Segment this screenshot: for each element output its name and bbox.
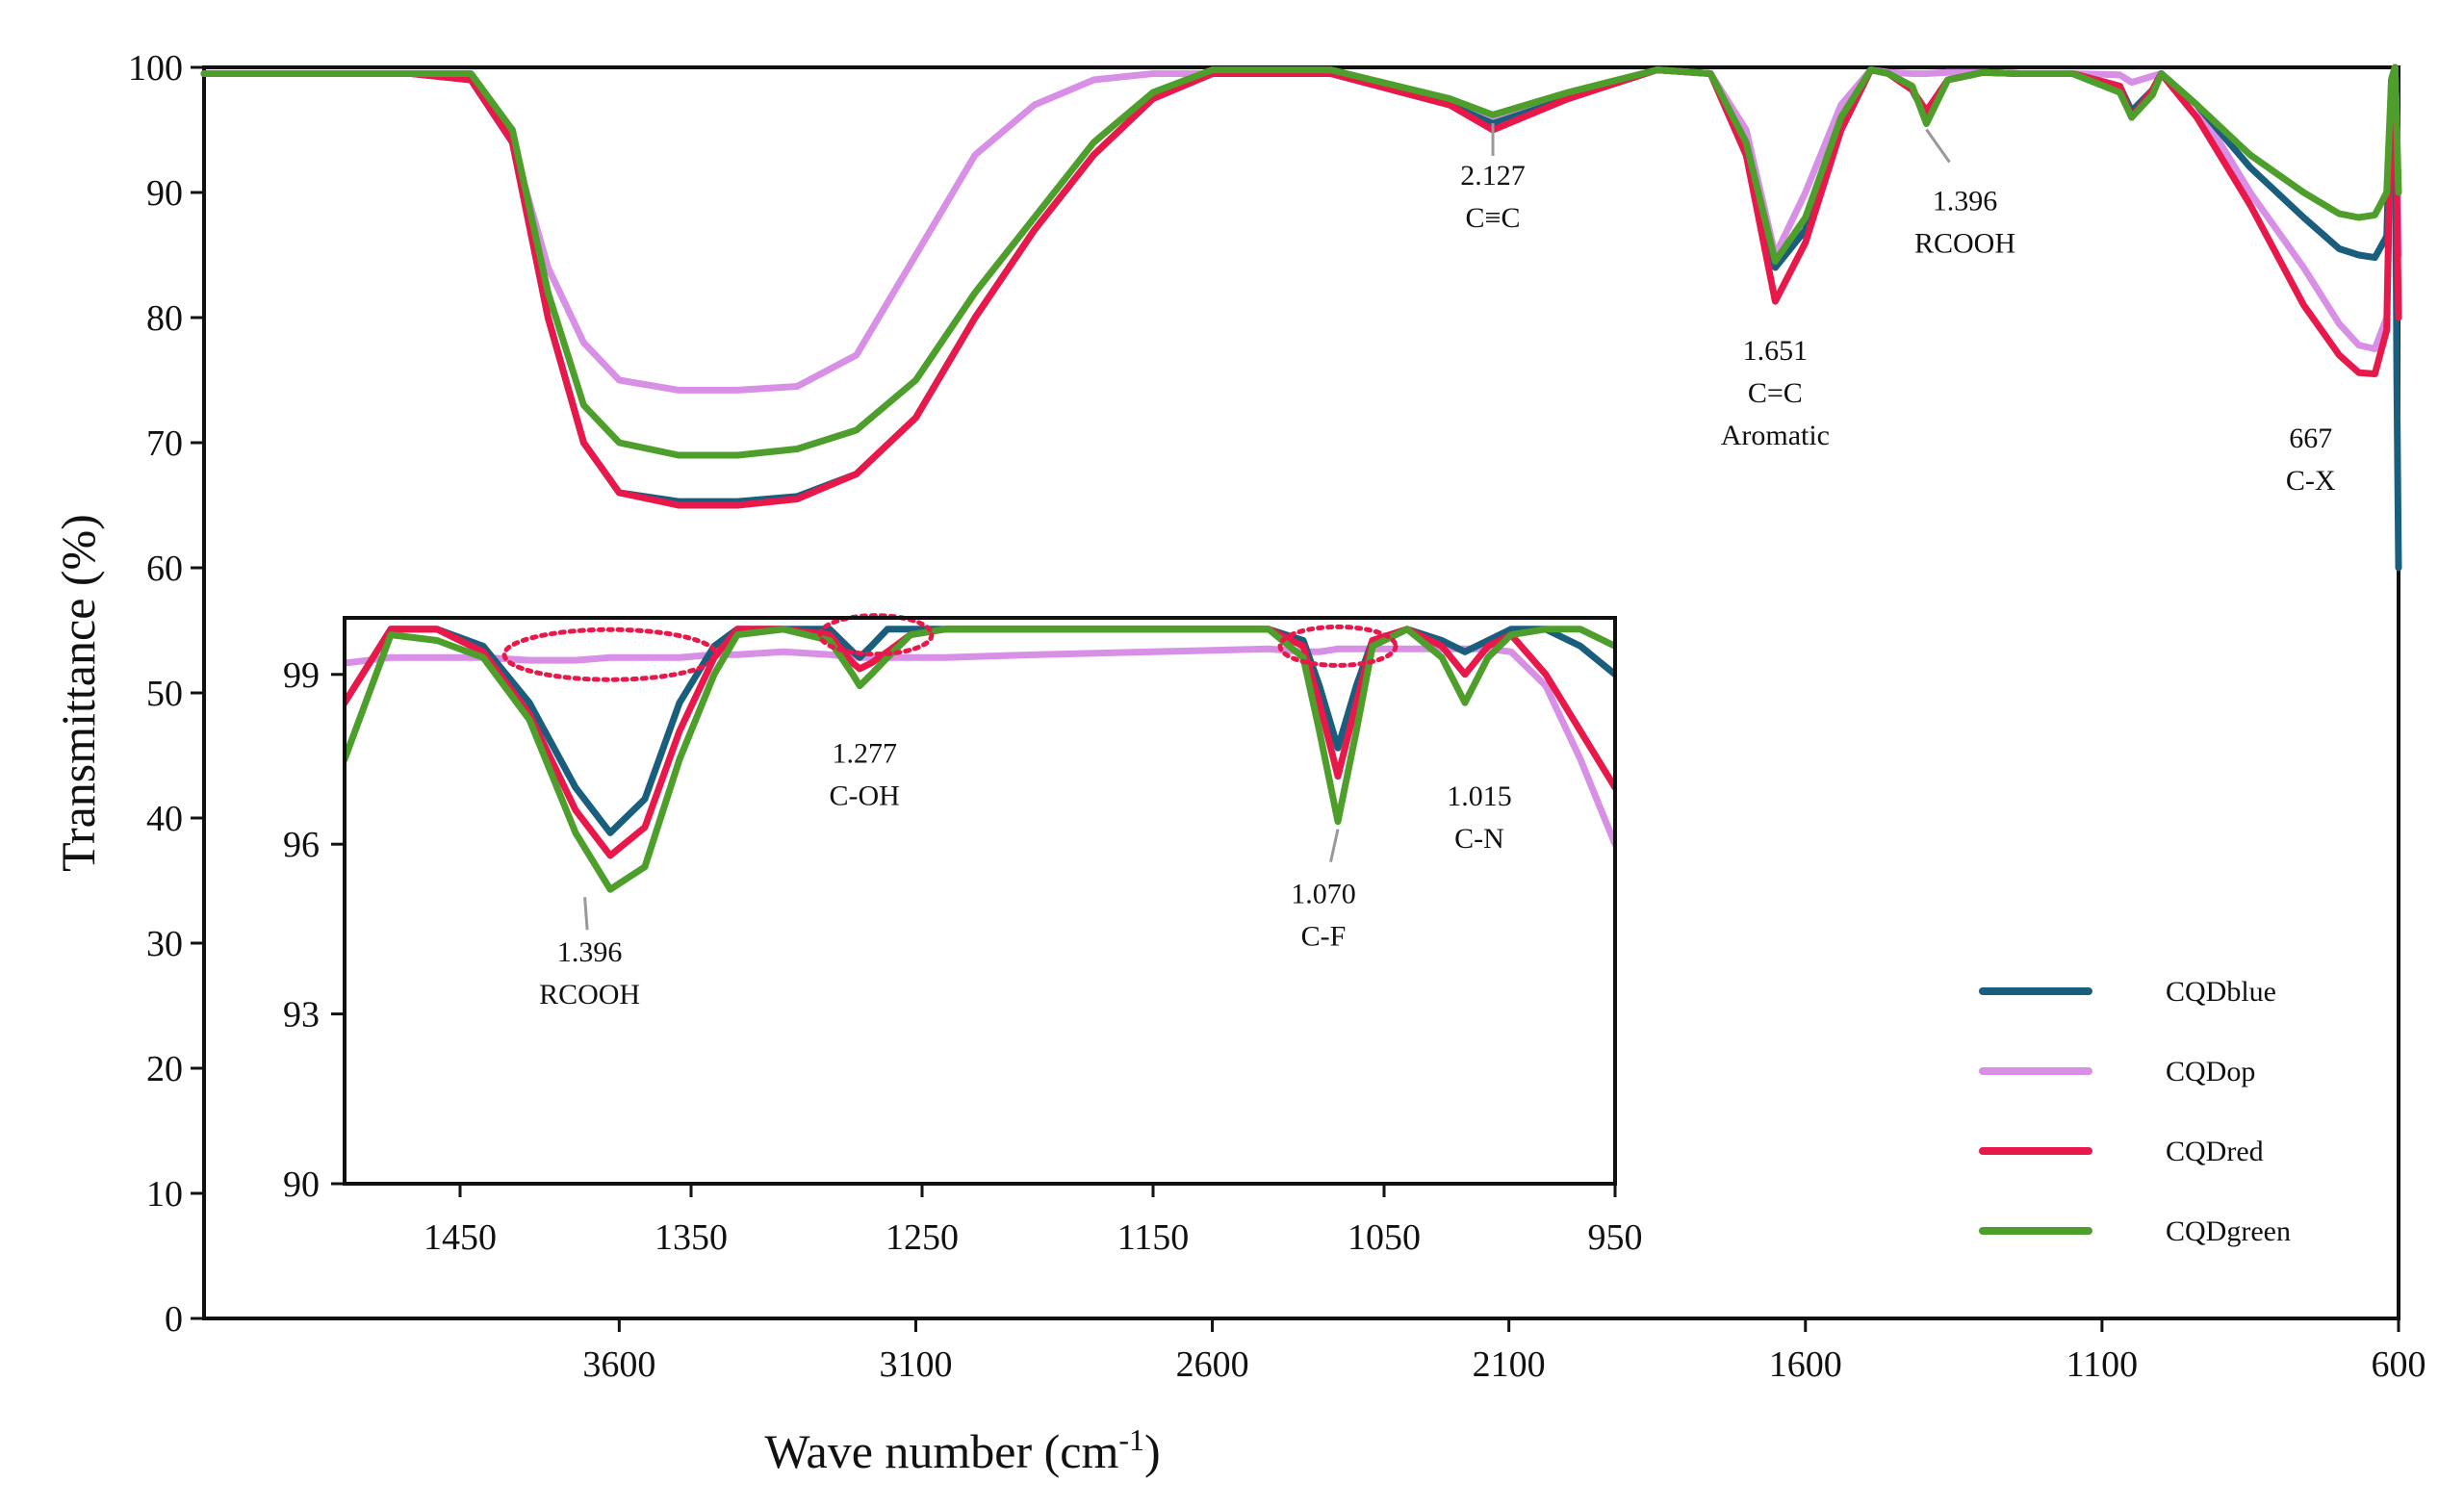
annotation-text: 2.127 <box>1460 160 1526 192</box>
inset-annotations: 1.396 RCOOH 1.277 C-OH 1.070 C-F 1.015 C-N <box>539 738 1512 1011</box>
inset-background <box>345 618 1615 1184</box>
x-tick-label: 3600 <box>582 1344 655 1385</box>
inset-x-tick-label: 1050 <box>1348 1217 1421 1258</box>
inset-x-tick-label: 1350 <box>654 1217 728 1258</box>
series-line-cqdblue <box>200 64 2402 572</box>
x-tick-label: 3100 <box>879 1344 952 1385</box>
annotation-text: 1.396 <box>1933 186 1998 217</box>
annotation-leader <box>1329 829 1340 863</box>
inset-annotation-1.277: 1.277 C-OH <box>830 738 900 812</box>
y-tick-label: 10 <box>146 1174 183 1215</box>
inset-series-group <box>345 626 1615 893</box>
x-axis-title: Wave number (cm-1) <box>764 1422 1160 1478</box>
y-tick-label: 100 <box>128 48 183 89</box>
annotation-text: 1.015 <box>1447 780 1512 812</box>
annotation-text: RCOOH <box>1914 228 2015 260</box>
main-y-axis: 0 10 20 30 40 50 60 70 80 90 100 <box>128 48 204 1340</box>
legend-entry-cqdop: CQDop <box>1979 1056 2255 1087</box>
annotation-text: C-N <box>1454 823 1504 855</box>
main-x-axis: 3600 3100 2600 2100 1600 1100 600 <box>582 1318 2426 1385</box>
inset-y-tick-label: 90 <box>283 1164 320 1205</box>
annotation-leader <box>583 897 589 931</box>
annotation-text: C-X <box>2286 465 2336 497</box>
x-tick-label: 2100 <box>1473 1344 1546 1385</box>
inset-y-tick-label: 93 <box>283 995 320 1036</box>
annotation-text: C-OH <box>830 780 900 812</box>
annotation-1.396: 1.396 RCOOH <box>1914 128 2015 260</box>
annotation-text: RCOOH <box>539 979 640 1010</box>
x-tick-label: 600 <box>2372 1344 2426 1385</box>
inset-y-tick-label: 96 <box>283 825 320 865</box>
inset-series-line-cqdgreen <box>345 626 1615 893</box>
y-tick-label: 30 <box>146 924 183 964</box>
inset-annotation-1.070: 1.070 C-F <box>1291 829 1356 953</box>
inset-plot-frame <box>343 616 1617 1186</box>
annotation-leader <box>1925 128 1951 164</box>
inset-series-line-cqdop <box>345 645 1615 848</box>
annotation-text: 1.277 <box>832 738 897 770</box>
series-line-cqdop <box>200 64 2402 394</box>
annotation-2.127: 2.127 C≡C <box>1460 123 1526 234</box>
annotation-text: C=C <box>1748 377 1803 409</box>
annotation-text: C-F <box>1301 921 1347 953</box>
annotation-1.651: 1.651 C=C Aromatic <box>1721 335 1830 451</box>
y-tick-label: 60 <box>146 549 183 589</box>
annotation-text: C≡C <box>1466 202 1521 234</box>
series-line-cqdred <box>200 64 2402 509</box>
legend-label: CQDgreen <box>2166 1215 2291 1247</box>
y-tick-label: 40 <box>146 799 183 839</box>
annotation-text: Aromatic <box>1721 420 1830 451</box>
y-tick-label: 80 <box>146 298 183 339</box>
inset-x-tick-label: 1250 <box>886 1217 959 1258</box>
legend-entry-cqdred: CQDred <box>1979 1136 2264 1167</box>
inset-annotation-1.015: 1.015 C-N <box>1447 780 1512 855</box>
inset-highlight-ellipses <box>501 613 1399 682</box>
annotation-text: 1.651 <box>1743 335 1809 367</box>
annotation-text: 1.070 <box>1291 879 1356 910</box>
y-tick-label: 20 <box>146 1049 183 1089</box>
series-line-cqdgreen <box>200 64 2402 459</box>
highlight-ellipse <box>817 613 935 657</box>
inset-annotation-1.396: 1.396 RCOOH <box>539 897 640 1010</box>
legend-label: CQDop <box>2166 1056 2255 1087</box>
inset-x-tick-label: 1450 <box>424 1217 497 1258</box>
legend-entry-cqdblue: CQDblue <box>1979 976 2276 1008</box>
legend-entry-cqdgreen: CQDgreen <box>1979 1215 2291 1247</box>
highlight-ellipse <box>501 627 719 682</box>
inset-x-axis: 1450 1350 1250 1150 1050 950 <box>424 1184 1643 1258</box>
x-tick-label: 1600 <box>1769 1344 1842 1385</box>
annotation-667: 667 C-X <box>2286 422 2336 497</box>
x-tick-label: 1100 <box>2066 1344 2139 1385</box>
legend-label: CQDblue <box>2166 976 2276 1008</box>
main-series-group <box>200 64 2402 572</box>
x-tick-label: 2600 <box>1176 1344 1249 1385</box>
inset-series-line-cqdblue <box>345 626 1615 836</box>
main-annotations: 2.127 C≡C 1.651 C=C Aromatic 1.396 RCOOH 667 C-X <box>1460 123 2336 497</box>
inset-x-tick-label: 950 <box>1588 1217 1643 1258</box>
legend: CQDblue CQDop CQDred CQDgreen <box>1979 976 2291 1247</box>
inset-y-tick-label: 99 <box>283 655 320 696</box>
y-tick-label: 70 <box>146 423 183 464</box>
y-axis-title: Transmittance (%) <box>51 514 105 872</box>
annotation-text: 667 <box>2289 422 2332 454</box>
y-tick-label: 50 <box>146 674 183 714</box>
highlight-ellipse <box>1277 624 1399 668</box>
y-tick-label: 0 <box>165 1299 183 1340</box>
inset-y-axis: 90 93 96 99 <box>283 655 345 1205</box>
inset-x-tick-label: 1150 <box>1117 1217 1190 1258</box>
annotation-text: 1.396 <box>557 936 623 968</box>
y-tick-label: 90 <box>146 173 183 214</box>
legend-label: CQDred <box>2166 1136 2264 1167</box>
